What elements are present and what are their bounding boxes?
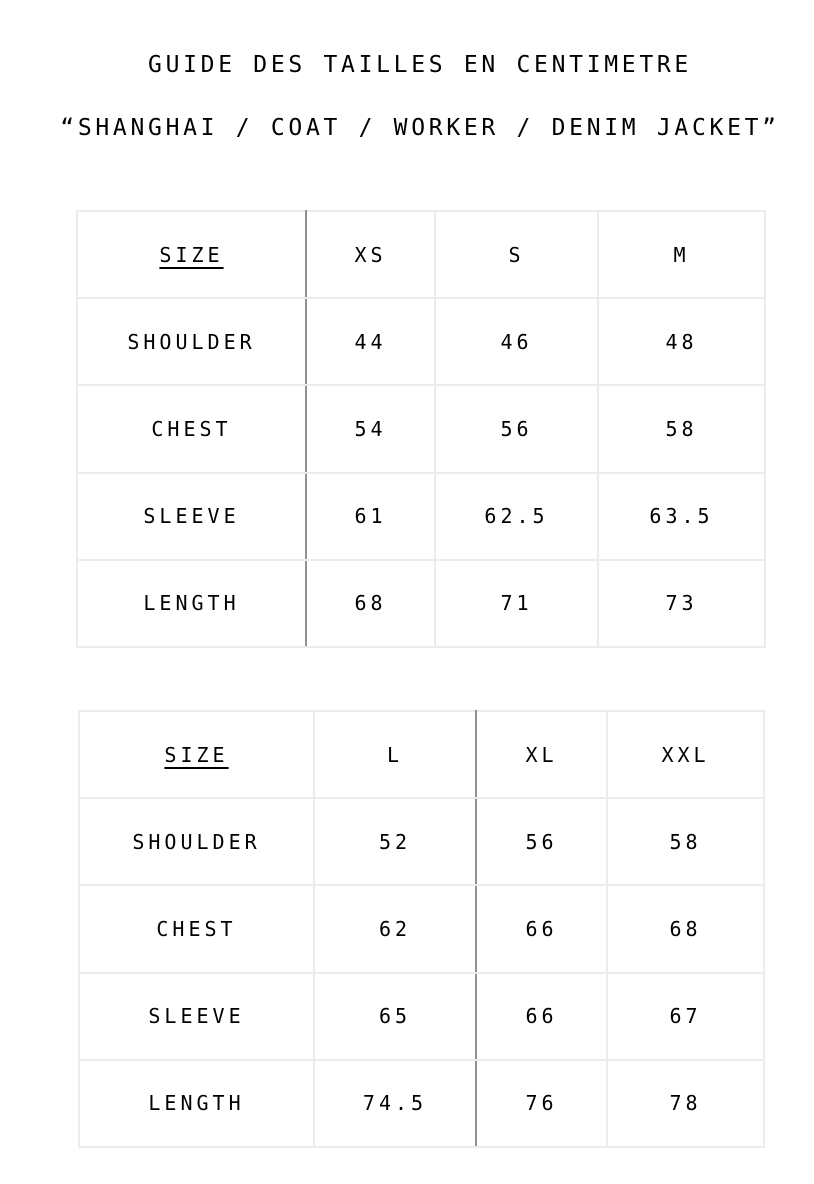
- value-cell: 46: [434, 297, 599, 387]
- row-label-shoulder: SHOULDER: [78, 797, 315, 887]
- row-label-sleeve: SLEEVE: [78, 971, 315, 1061]
- value-cell: 73: [597, 558, 766, 649]
- table-row-shoulder: SHOULDER 52 56 58: [78, 797, 765, 887]
- value-cell: 78: [606, 1058, 765, 1149]
- row-label-sleeve: SLEEVE: [76, 471, 307, 561]
- col-header-s: S: [434, 209, 599, 300]
- size-header-cell: SIZE: [76, 209, 307, 300]
- row-label-chest: CHEST: [76, 384, 307, 474]
- table-row-length: LENGTH 74.5 76 78: [78, 1058, 765, 1149]
- col-header-l: L: [313, 709, 477, 800]
- value-cell: 52: [313, 797, 477, 887]
- product-subtitle: “SHANGHAI / COAT / WORKER / DENIM JACKET…: [60, 115, 780, 141]
- row-label-shoulder: SHOULDER: [76, 297, 307, 387]
- value-cell: 71: [434, 558, 599, 649]
- value-cell: 61: [305, 471, 436, 561]
- table-header-row: SIZE XS S M: [76, 209, 766, 300]
- value-cell: 56: [434, 384, 599, 474]
- col-header-xxl: XXL: [606, 709, 765, 800]
- value-cell: 66: [475, 971, 608, 1061]
- table-row-chest: CHEST 62 66 68: [78, 884, 765, 974]
- table-row-sleeve: SLEEVE 61 62.5 63.5: [76, 471, 766, 561]
- value-cell: 62.5: [434, 471, 599, 561]
- col-header-m: M: [597, 209, 766, 300]
- col-header-xs: XS: [305, 209, 436, 300]
- value-cell: 68: [305, 558, 436, 649]
- value-cell: 58: [606, 797, 765, 887]
- value-cell: 54: [305, 384, 436, 474]
- value-cell: 48: [597, 297, 766, 387]
- value-cell: 76: [475, 1058, 608, 1149]
- value-cell: 58: [597, 384, 766, 474]
- table-row-chest: CHEST 54 56 58: [76, 384, 766, 474]
- value-cell: 68: [606, 884, 765, 974]
- value-cell: 44: [305, 297, 436, 387]
- value-cell: 56: [475, 797, 608, 887]
- value-cell: 67: [606, 971, 765, 1061]
- col-header-xl: XL: [475, 709, 608, 800]
- row-label-length: LENGTH: [76, 558, 307, 649]
- page-title: GUIDE DES TAILLES EN CENTIMETRE: [148, 52, 692, 78]
- row-label-chest: CHEST: [78, 884, 315, 974]
- size-header-cell: SIZE: [78, 709, 315, 800]
- size-table-xs-s-m: SIZE XS S M SHOULDER 44 46 48 CHEST 54 5…: [76, 209, 766, 649]
- value-cell: 62: [313, 884, 477, 974]
- table-header-row: SIZE L XL XXL: [78, 709, 765, 800]
- table-row-sleeve: SLEEVE 65 66 67: [78, 971, 765, 1061]
- size-table-l-xl-xxl: SIZE L XL XXL SHOULDER 52 56 58 CHEST 62…: [78, 709, 765, 1149]
- value-cell: 65: [313, 971, 477, 1061]
- value-cell: 63.5: [597, 471, 766, 561]
- value-cell: 66: [475, 884, 608, 974]
- row-label-length: LENGTH: [78, 1058, 315, 1149]
- value-cell: 74.5: [313, 1058, 477, 1149]
- table-row-shoulder: SHOULDER 44 46 48: [76, 297, 766, 387]
- size-guide-page: GUIDE DES TAILLES EN CENTIMETRE “SHANGHA…: [26, 0, 814, 1184]
- table-row-length: LENGTH 68 71 73: [76, 558, 766, 649]
